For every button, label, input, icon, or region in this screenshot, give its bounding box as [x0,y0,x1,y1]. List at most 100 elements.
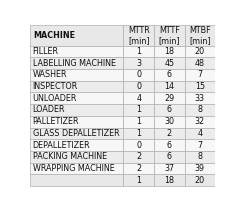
Bar [185,127,215,139]
Bar [154,25,185,46]
Bar [30,163,123,174]
Bar [30,104,123,116]
Bar [154,163,185,174]
Text: 29: 29 [164,94,174,103]
Text: 48: 48 [195,59,205,68]
Text: 0: 0 [136,70,141,79]
Bar [154,104,185,116]
Bar [30,127,123,139]
Text: 7: 7 [197,70,202,79]
Text: 6: 6 [167,106,172,114]
Bar [30,92,123,104]
Bar [185,57,215,69]
Text: 20: 20 [195,47,205,56]
Bar [185,92,215,104]
Bar [154,139,185,151]
Bar [30,174,123,186]
Bar [185,46,215,57]
Text: 2: 2 [167,129,172,138]
Bar [30,57,123,69]
Text: WRAPPING MACHINE: WRAPPING MACHINE [33,164,114,173]
Text: 1: 1 [136,47,141,56]
Bar [30,81,123,92]
Text: 32: 32 [195,117,205,126]
Text: 2: 2 [136,164,141,173]
Bar [185,174,215,186]
Text: 8: 8 [197,152,202,161]
Bar [30,151,123,163]
Bar [30,46,123,57]
Text: WASHER: WASHER [33,70,67,79]
Text: 18: 18 [164,176,174,185]
Bar [185,81,215,92]
Bar [30,25,123,46]
Text: LOADER: LOADER [33,106,65,114]
Bar [185,151,215,163]
Bar [154,81,185,92]
Bar [185,104,215,116]
Text: 2: 2 [136,152,141,161]
Bar [123,69,154,81]
Text: 8: 8 [197,106,202,114]
Text: 33: 33 [195,94,205,103]
Text: 1: 1 [136,117,141,126]
Bar [123,163,154,174]
Bar [185,69,215,81]
Text: MTTR
[min]: MTTR [min] [128,26,150,45]
Bar [123,81,154,92]
Text: 45: 45 [164,59,174,68]
Bar [154,151,185,163]
Bar [154,46,185,57]
Text: 0: 0 [136,141,141,150]
Text: 6: 6 [167,141,172,150]
Text: PACKING MACHINE: PACKING MACHINE [33,152,107,161]
Bar [154,69,185,81]
Text: UNLOADER: UNLOADER [33,94,77,103]
Text: 1: 1 [136,106,141,114]
Bar [185,139,215,151]
Text: INSPECTOR: INSPECTOR [33,82,78,91]
Text: DEPALLETIZER: DEPALLETIZER [33,141,90,150]
Text: 39: 39 [195,164,205,173]
Bar [30,139,123,151]
Bar [154,174,185,186]
Text: 37: 37 [164,164,174,173]
Text: 30: 30 [164,117,174,126]
Text: 14: 14 [164,82,174,91]
Text: 6: 6 [167,152,172,161]
Bar [123,127,154,139]
Text: 15: 15 [195,82,205,91]
Text: 6: 6 [167,70,172,79]
Bar [123,174,154,186]
Bar [30,116,123,127]
Bar [123,139,154,151]
Bar [30,69,123,81]
Text: LABELLING MACHINE: LABELLING MACHINE [33,59,116,68]
Bar [154,127,185,139]
Text: FILLER: FILLER [33,47,59,56]
Text: 18: 18 [164,47,174,56]
Text: PALLETIZER: PALLETIZER [33,117,79,126]
Bar [123,25,154,46]
Bar [185,25,215,46]
Text: MTTF
[min]: MTTF [min] [158,26,180,45]
Text: 1: 1 [136,176,141,185]
Bar [185,163,215,174]
Text: MTBF
[min]: MTBF [min] [189,26,211,45]
Bar [185,116,215,127]
Text: 3: 3 [136,59,141,68]
Bar [123,57,154,69]
Bar [154,92,185,104]
Bar [123,92,154,104]
Bar [123,46,154,57]
Text: 4: 4 [136,94,141,103]
Text: 20: 20 [195,176,205,185]
Bar [123,104,154,116]
Bar [154,116,185,127]
Text: GLASS DEPALLETIZER: GLASS DEPALLETIZER [33,129,119,138]
Text: 4: 4 [197,129,202,138]
Text: 7: 7 [197,141,202,150]
Bar [123,116,154,127]
Bar [123,151,154,163]
Bar [154,57,185,69]
